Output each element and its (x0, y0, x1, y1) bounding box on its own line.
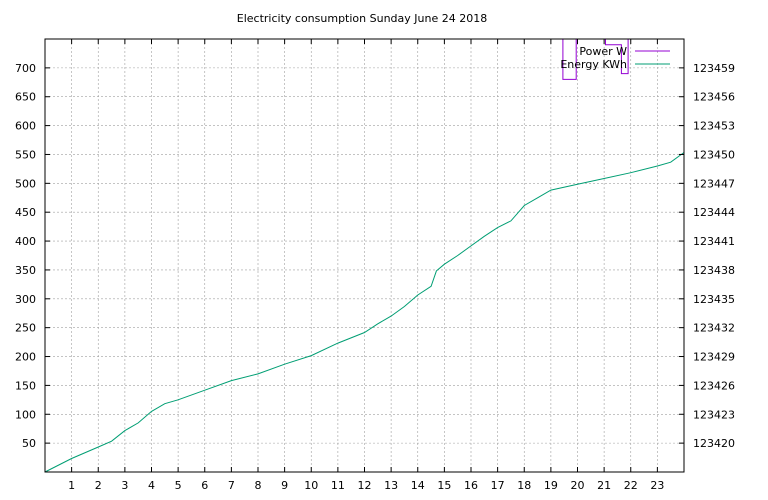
y2-tick-label: 123447 (693, 177, 735, 190)
x-tick-label: 4 (148, 479, 155, 492)
y2-tick-label: 123423 (693, 408, 735, 421)
x-tick-label: 15 (437, 479, 451, 492)
y2-tick-label: 123426 (693, 379, 735, 392)
y-tick-label: 400 (15, 235, 36, 248)
x-tick-label: 2 (95, 479, 102, 492)
y2-tick-label: 123429 (693, 351, 735, 364)
x-tick-label: 8 (255, 479, 262, 492)
series-layer (44, 38, 685, 473)
legend-label: Energy KWh (560, 58, 627, 71)
x-tick-label: 3 (121, 479, 128, 492)
y-tick-label: 200 (15, 351, 36, 364)
y-tick-label: 350 (15, 264, 36, 277)
y2-tick-label: 123441 (693, 235, 735, 248)
legend-label: Power W (579, 45, 627, 58)
series-line-energy-kwh (44, 152, 685, 473)
y2-tick-label: 123435 (693, 293, 735, 306)
series-line-power-w (562, 38, 629, 80)
y-tick-label: 100 (15, 408, 36, 421)
chart-title: Electricity consumption Sunday June 24 2… (237, 12, 487, 25)
x-tick-label: 18 (517, 479, 531, 492)
y2-tick-label: 123432 (693, 322, 735, 335)
y-tick-label: 650 (15, 91, 36, 104)
x-tick-label: 13 (384, 479, 398, 492)
x-tick-label: 12 (358, 479, 372, 492)
x-tick-label: 17 (491, 479, 505, 492)
tick-layer: 1 2 3 4 5 6 7 8 9 10 11 12 13 14 15 16 17 18 19 20 21 22 23501… (15, 39, 735, 492)
y-tick-label: 450 (15, 206, 36, 219)
x-tick-label: 14 (411, 479, 425, 492)
y-tick-label: 50 (22, 437, 36, 450)
x-tick-label: 6 (201, 479, 208, 492)
y-tick-label: 250 (15, 322, 36, 335)
x-tick-label: 1 (68, 479, 75, 492)
x-tick-label: 23 (650, 479, 664, 492)
y2-tick-label: 123459 (693, 62, 735, 75)
y2-tick-label: 123450 (693, 148, 735, 161)
x-tick-label: 7 (228, 479, 235, 492)
x-tick-label: 16 (464, 479, 478, 492)
y-tick-label: 700 (15, 62, 36, 75)
grid-layer (45, 39, 684, 472)
y2-tick-label: 123420 (693, 437, 735, 450)
x-tick-label: 22 (624, 479, 638, 492)
x-tick-label: 5 (175, 479, 182, 492)
y2-tick-label: 123456 (693, 91, 735, 104)
x-tick-label: 11 (331, 479, 345, 492)
x-tick-label: 19 (544, 479, 558, 492)
y-tick-label: 550 (15, 148, 36, 161)
x-tick-label: 21 (597, 479, 611, 492)
y-tick-label: 500 (15, 177, 36, 190)
y-tick-label: 150 (15, 379, 36, 392)
y2-tick-label: 123453 (693, 120, 735, 133)
x-tick-label: 20 (571, 479, 585, 492)
x-tick-label: 10 (304, 479, 318, 492)
y2-tick-label: 123444 (693, 206, 735, 219)
y2-tick-label: 123438 (693, 264, 735, 277)
y-tick-label: 600 (15, 120, 36, 133)
y-tick-label: 300 (15, 293, 36, 306)
x-tick-label: 9 (281, 479, 288, 492)
